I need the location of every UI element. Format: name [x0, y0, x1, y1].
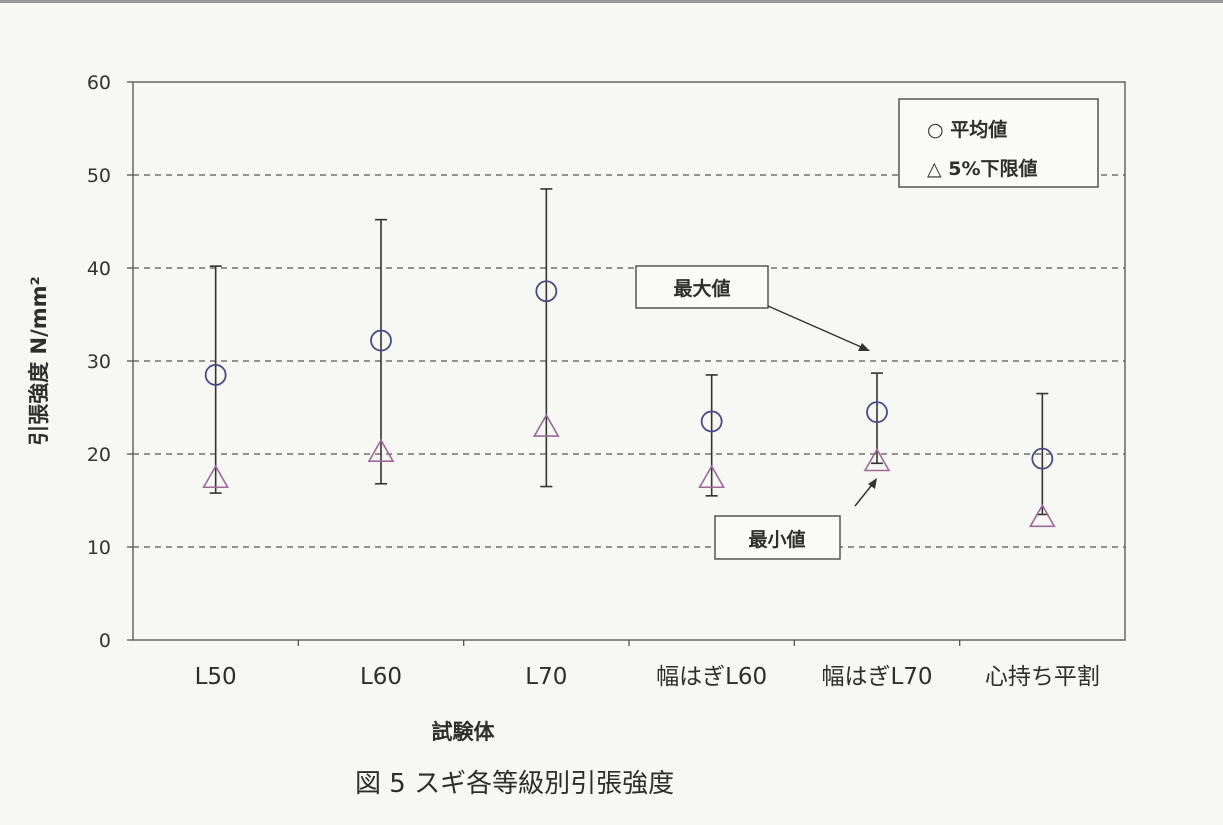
annotation-max-label: 最大値: [673, 277, 730, 300]
x-tick-label: L50: [195, 664, 237, 690]
legend-item-mean: ○ 平均値: [927, 118, 1007, 141]
lower5-marker: [202, 464, 230, 489]
y-tick-label: 40: [87, 258, 111, 280]
y-axis-ticks: 0 10 20 30 40 50 60: [87, 72, 133, 652]
y-tick-label: 20: [87, 444, 111, 466]
annotation-min-arrowhead: [868, 478, 877, 489]
y-tick-label: 10: [87, 537, 111, 559]
annotation-max-arrowhead: [858, 343, 870, 351]
x-tick-label: L70: [525, 664, 567, 690]
mean-marker: [204, 364, 227, 386]
mean-marker: [370, 329, 392, 352]
lower5-marker: [532, 413, 560, 437]
annotation-max-box: [635, 265, 769, 309]
y-tick-label: 60: [87, 72, 111, 94]
x-tick-label: L60: [360, 664, 402, 690]
mean-marker: [866, 401, 888, 424]
annotation-max: 最大値: [635, 265, 870, 351]
y-tick-label: 50: [87, 165, 111, 187]
legend-item-lower5: △ 5%下限値: [927, 158, 1037, 180]
annotation-max-arrow: [767, 305, 869, 351]
mean-marker: [535, 280, 558, 303]
y-axis-title: 引張強度 N/mm²: [27, 276, 51, 446]
mean-marker: [1031, 447, 1054, 470]
y-tick-label: 0: [99, 630, 111, 652]
x-axis-ticks: L50 L60 L70 幅はぎL60 幅はぎL70 心持ち平割: [195, 640, 1100, 690]
markers: [202, 280, 1056, 528]
lower5-marker: [698, 464, 726, 489]
annotation-min: 最小値: [714, 478, 877, 560]
error-bars: [209, 188, 1049, 516]
lower5-marker: [1028, 503, 1056, 528]
x-tick-label: 幅はぎL60: [656, 664, 767, 690]
legend: ○ 平均値 △ 5%下限値: [898, 98, 1099, 188]
x-tick-label: 心持ち平割: [985, 664, 1100, 690]
x-axis-title: 試験体: [432, 720, 496, 744]
legend-box: [898, 98, 1099, 188]
chart-svg: 0 10 20 30 40 50 60 L50 L60 L70 幅はぎL60 幅はぎL70 心持ち平割…: [27, 72, 1126, 799]
annotation-min-label: 最小値: [748, 529, 805, 551]
x-tick-label: 幅はぎL70: [821, 664, 932, 690]
gridlines: [133, 174, 1125, 548]
mean-marker: [700, 410, 723, 433]
y-tick-label: 30: [87, 351, 111, 373]
lower5-marker: [367, 438, 395, 463]
annotation-min-box: [714, 515, 841, 560]
lower5-marker: [863, 447, 891, 472]
figure-caption: 図 5 スギ各等級別引張強度: [355, 769, 674, 799]
